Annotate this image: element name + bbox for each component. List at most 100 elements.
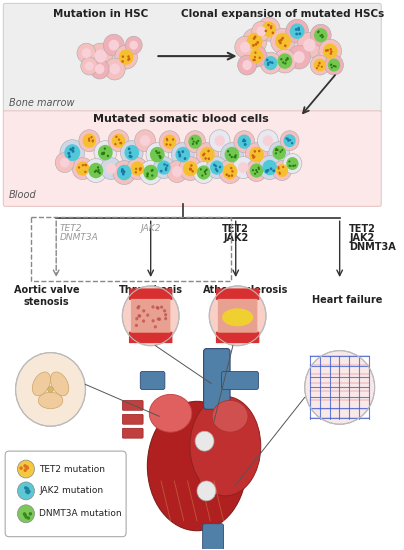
Circle shape	[191, 170, 194, 173]
Circle shape	[72, 150, 74, 153]
Circle shape	[255, 169, 257, 171]
Circle shape	[151, 169, 153, 172]
Circle shape	[109, 40, 119, 51]
Circle shape	[17, 460, 34, 478]
Circle shape	[204, 173, 206, 175]
FancyBboxPatch shape	[216, 288, 259, 300]
Circle shape	[320, 35, 322, 37]
Circle shape	[124, 145, 139, 161]
Text: Bone marrow: Bone marrow	[9, 98, 74, 108]
Circle shape	[263, 135, 273, 146]
Circle shape	[293, 165, 295, 167]
Circle shape	[244, 143, 246, 146]
Ellipse shape	[147, 402, 246, 531]
Circle shape	[196, 141, 198, 144]
Circle shape	[332, 65, 335, 67]
Circle shape	[78, 166, 80, 169]
Circle shape	[321, 65, 323, 68]
Circle shape	[159, 157, 162, 159]
Circle shape	[293, 51, 305, 63]
Text: TET2: TET2	[60, 224, 82, 233]
Circle shape	[281, 149, 283, 151]
Text: JAK2: JAK2	[141, 224, 161, 233]
Circle shape	[178, 151, 180, 154]
Circle shape	[321, 36, 323, 39]
Circle shape	[137, 305, 140, 308]
Circle shape	[270, 26, 272, 29]
Circle shape	[112, 134, 125, 148]
Circle shape	[210, 161, 223, 175]
Circle shape	[318, 64, 320, 67]
Circle shape	[227, 150, 229, 152]
Circle shape	[82, 164, 84, 167]
Circle shape	[139, 161, 162, 184]
Circle shape	[166, 139, 168, 141]
Circle shape	[254, 173, 256, 175]
Circle shape	[256, 41, 259, 44]
Circle shape	[29, 512, 32, 515]
Circle shape	[17, 482, 34, 500]
Circle shape	[284, 45, 286, 47]
Circle shape	[271, 28, 295, 54]
Circle shape	[265, 30, 267, 32]
Circle shape	[184, 157, 186, 160]
Circle shape	[228, 175, 230, 177]
Circle shape	[130, 155, 133, 158]
Circle shape	[115, 45, 137, 69]
Circle shape	[27, 490, 31, 493]
Text: Atherosclerosis: Atherosclerosis	[202, 285, 288, 295]
Text: Clonal expansion of mutated HSCs: Clonal expansion of mutated HSCs	[181, 9, 385, 19]
Circle shape	[259, 57, 261, 59]
Circle shape	[235, 36, 256, 58]
Circle shape	[108, 130, 129, 152]
Circle shape	[120, 141, 143, 164]
FancyBboxPatch shape	[221, 371, 259, 389]
Text: Heart failure: Heart failure	[312, 295, 383, 305]
Circle shape	[206, 168, 208, 170]
Circle shape	[200, 168, 202, 170]
Circle shape	[314, 28, 328, 42]
Circle shape	[280, 131, 299, 151]
Circle shape	[152, 319, 155, 322]
Text: Mutated somatic blood cells: Mutated somatic blood cells	[93, 114, 269, 124]
Circle shape	[26, 487, 29, 491]
Circle shape	[264, 56, 278, 70]
Circle shape	[125, 36, 142, 54]
Circle shape	[215, 165, 217, 167]
Circle shape	[266, 59, 269, 61]
Circle shape	[152, 305, 154, 309]
Circle shape	[310, 24, 331, 46]
Circle shape	[317, 31, 319, 34]
Circle shape	[281, 37, 284, 40]
Circle shape	[330, 50, 332, 53]
Circle shape	[16, 353, 86, 426]
Circle shape	[193, 140, 195, 142]
Circle shape	[286, 19, 309, 43]
Ellipse shape	[50, 372, 69, 396]
Circle shape	[238, 135, 251, 149]
Circle shape	[324, 55, 343, 75]
Circle shape	[221, 142, 243, 167]
Circle shape	[265, 169, 268, 172]
Circle shape	[103, 153, 105, 155]
Circle shape	[223, 164, 238, 179]
Circle shape	[107, 155, 109, 157]
Circle shape	[72, 158, 93, 179]
Circle shape	[256, 171, 258, 173]
FancyBboxPatch shape	[131, 299, 170, 333]
Circle shape	[131, 162, 144, 175]
Circle shape	[290, 24, 305, 39]
Circle shape	[101, 158, 121, 179]
Circle shape	[326, 49, 329, 52]
Circle shape	[250, 49, 263, 63]
Circle shape	[123, 170, 125, 173]
Circle shape	[118, 139, 120, 141]
Circle shape	[292, 164, 294, 167]
Circle shape	[90, 136, 93, 139]
Circle shape	[330, 48, 332, 51]
Circle shape	[242, 140, 244, 142]
Circle shape	[273, 161, 291, 180]
Circle shape	[122, 169, 124, 173]
Circle shape	[290, 165, 292, 167]
Circle shape	[204, 169, 206, 172]
